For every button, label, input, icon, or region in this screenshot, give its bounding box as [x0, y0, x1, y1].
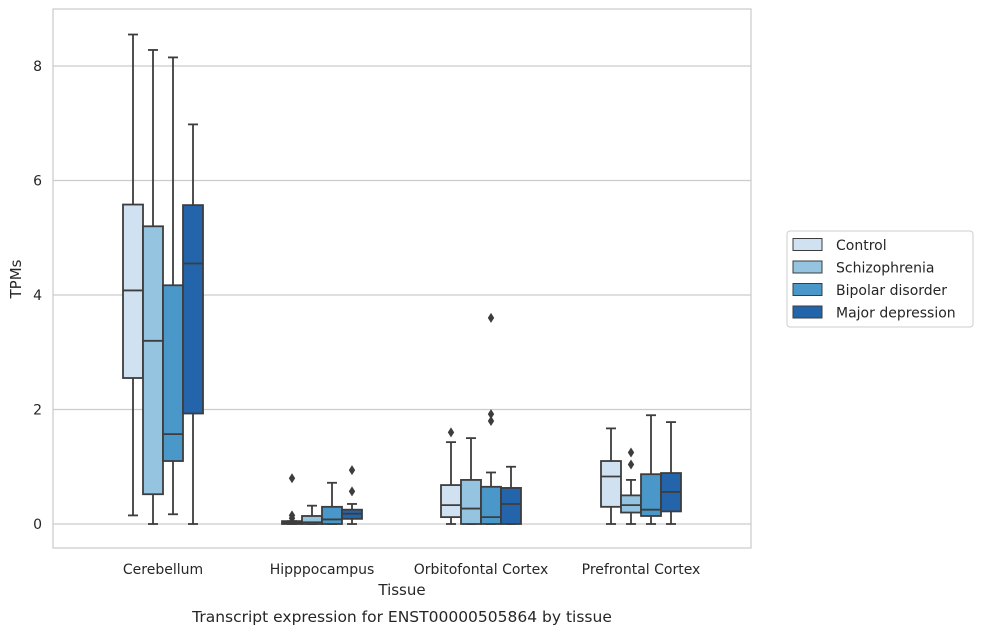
legend-label: Bipolar disorder [836, 283, 947, 299]
outlier-point [487, 312, 495, 323]
box-group [480, 312, 502, 525]
box [142, 225, 164, 496]
box [460, 479, 482, 525]
x-tick-label: Prefrontal Cortex [582, 562, 701, 578]
x-axis-label: Tissue [377, 581, 425, 599]
box-group [281, 473, 303, 525]
legend-label: Schizophrenia [836, 261, 934, 277]
y-tick-label: 6 [33, 174, 42, 190]
outlier-point [288, 473, 296, 484]
y-axis-ticks: 0 2 4 6 8 [33, 59, 42, 533]
box-group [301, 504, 323, 525]
x-tick-label: Hipppocampus [270, 562, 375, 578]
box [480, 485, 502, 525]
box-series [122, 33, 682, 525]
y-tick-label: 8 [33, 59, 42, 75]
y-tick-label: 2 [33, 403, 42, 419]
box [440, 484, 462, 519]
box-group [660, 421, 682, 525]
box-group [182, 123, 204, 525]
x-tick-label: Cerebellum [123, 562, 203, 578]
outlier-point [487, 409, 495, 420]
outlier-point [288, 513, 296, 524]
box-group [321, 481, 343, 525]
box [620, 494, 642, 514]
legend-frame [786, 230, 974, 328]
outlier-point [627, 447, 635, 458]
box-group [640, 414, 662, 525]
legend-label: Control [836, 238, 887, 254]
y-tick-label: 4 [33, 288, 42, 304]
outlier-point [487, 415, 495, 426]
outlier-point [348, 486, 356, 497]
y-tick-label: 0 [33, 517, 42, 533]
legend-swatch [792, 283, 823, 296]
box-group [440, 427, 462, 525]
legend: Control Schizophrenia Bipolar disorder Majo… [786, 230, 974, 328]
chart-title: Transcript expression for ENST0000050586… [191, 608, 612, 626]
box-group [122, 33, 144, 517]
box-group [500, 465, 522, 525]
box-group [341, 465, 363, 525]
box [600, 460, 622, 508]
legend-swatch [792, 260, 823, 274]
outlier-point [348, 465, 356, 476]
outlier-point [447, 427, 455, 438]
outlier-point [627, 459, 635, 470]
box-group [142, 49, 164, 525]
box-group [600, 427, 622, 525]
box-group [460, 437, 482, 525]
legend-label: Major depression [836, 306, 956, 322]
y-axis-label: TPMs [7, 259, 25, 299]
box [500, 487, 522, 525]
x-axis-ticks: Cerebellum Hipppocampus Orbitofontal Corte… [123, 562, 700, 578]
x-tick-label: Orbitofontal Cortex [414, 562, 549, 578]
box [182, 204, 204, 415]
box-group [162, 56, 184, 516]
legend-swatch [792, 238, 823, 251]
box-group [620, 447, 642, 525]
plot-frame [52, 8, 752, 549]
box [321, 505, 343, 525]
legend-swatch [792, 305, 823, 319]
